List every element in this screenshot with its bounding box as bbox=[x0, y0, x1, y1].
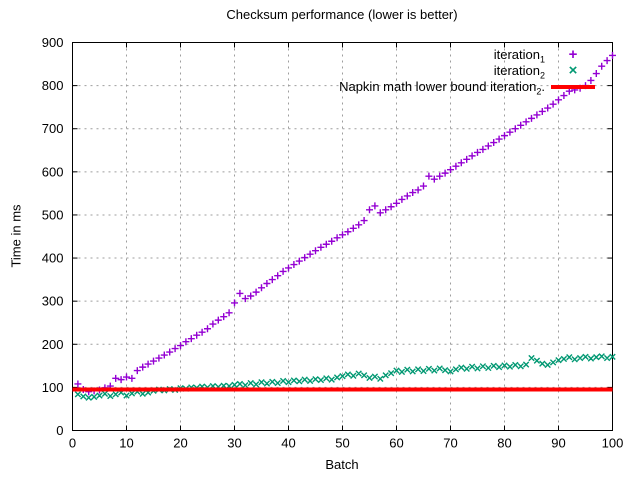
red-line-sample-icon bbox=[551, 85, 595, 89]
legend-marker-box bbox=[545, 79, 601, 95]
svg-text:80: 80 bbox=[497, 436, 511, 451]
chart-title: Checksum performance (lower is better) bbox=[226, 7, 458, 22]
legend-entry-lower-bound: Napkin math lower bound iteration2. bbox=[0, 79, 640, 97]
legend-entry-iteration2: iteration2 × bbox=[0, 63, 640, 81]
x-axis-title: Batch bbox=[325, 457, 359, 472]
svg-text:70: 70 bbox=[443, 436, 457, 451]
svg-text:90: 90 bbox=[551, 436, 565, 451]
legend-marker-box: + bbox=[545, 47, 601, 63]
svg-text:50: 50 bbox=[335, 436, 349, 451]
svg-text:400: 400 bbox=[42, 251, 64, 266]
legend-label-iteration2: iteration2 bbox=[493, 63, 545, 81]
svg-text:100: 100 bbox=[602, 436, 624, 451]
plus-marker-icon: + bbox=[568, 46, 578, 63]
legend-label-iteration1: iteration1 bbox=[493, 47, 545, 65]
legend: iteration1 + iteration2 × Napkin math lo… bbox=[0, 47, 640, 97]
svg-text:900: 900 bbox=[42, 35, 64, 50]
svg-text:200: 200 bbox=[42, 337, 64, 352]
svg-text:500: 500 bbox=[42, 207, 64, 222]
svg-text:800: 800 bbox=[42, 78, 64, 93]
svg-text:300: 300 bbox=[42, 294, 64, 309]
legend-label-lower-bound: Napkin math lower bound iteration2. bbox=[339, 79, 545, 97]
svg-text:60: 60 bbox=[389, 436, 403, 451]
svg-text:100: 100 bbox=[42, 380, 64, 395]
cross-marker-icon: × bbox=[568, 62, 578, 79]
svg-text:20: 20 bbox=[173, 436, 187, 451]
legend-entry-iteration1: iteration1 + bbox=[0, 47, 640, 65]
svg-text:0: 0 bbox=[56, 423, 63, 438]
svg-text:700: 700 bbox=[42, 121, 64, 136]
svg-text:30: 30 bbox=[227, 436, 241, 451]
legend-marker-box: × bbox=[545, 63, 601, 79]
svg-text:10: 10 bbox=[119, 436, 133, 451]
svg-text:600: 600 bbox=[42, 164, 64, 179]
svg-text:40: 40 bbox=[281, 436, 295, 451]
svg-text:0: 0 bbox=[69, 436, 76, 451]
